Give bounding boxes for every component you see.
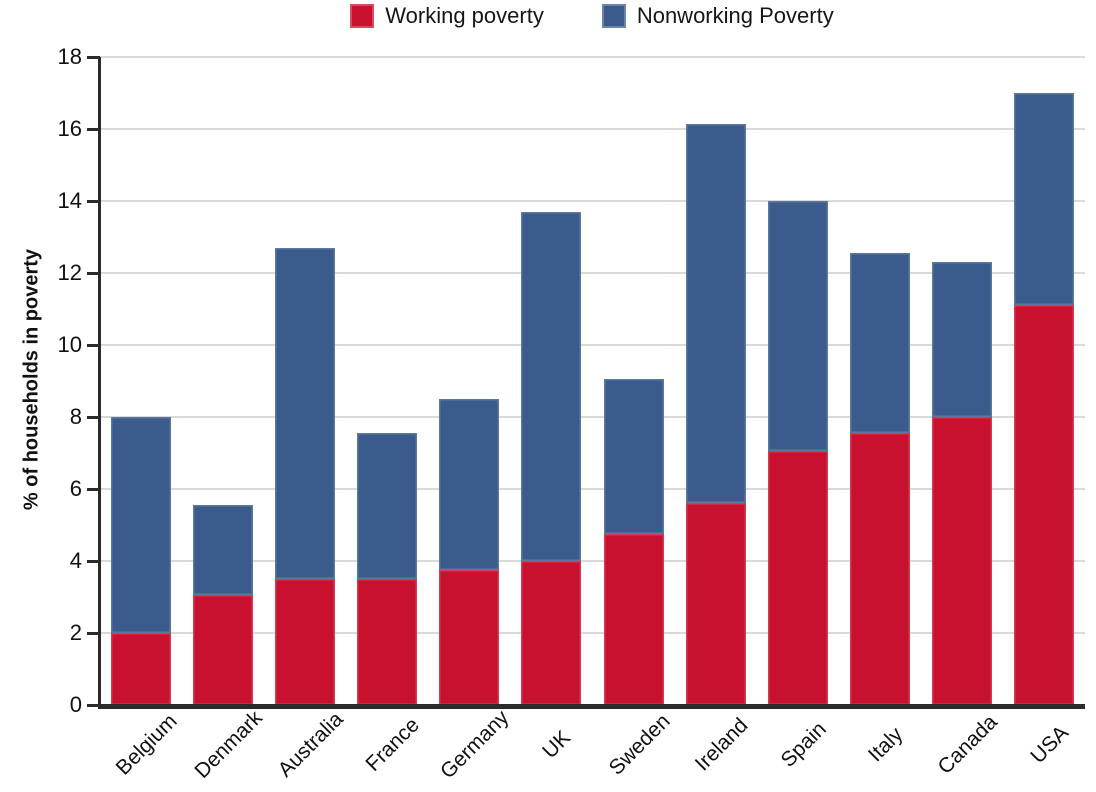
bar-working-sweden bbox=[603, 534, 664, 705]
bar-nonworking-sweden bbox=[603, 379, 664, 534]
gridline-y-4 bbox=[100, 560, 1085, 562]
gridline-y-12 bbox=[100, 272, 1085, 274]
bar-working-italy bbox=[849, 433, 910, 705]
gridline-y-6 bbox=[100, 488, 1085, 490]
x-tick-label-italy: Italy bbox=[863, 722, 908, 767]
x-axis-line bbox=[97, 704, 1085, 709]
x-tick-label-sweden: Sweden bbox=[604, 709, 675, 780]
x-tick-label-germany: Germany bbox=[436, 705, 514, 784]
x-tick-label-ireland: Ireland bbox=[690, 713, 753, 776]
bar-nonworking-belgium bbox=[111, 417, 172, 633]
y-tick-label-6: 6 bbox=[69, 476, 82, 501]
y-tick-18 bbox=[87, 55, 100, 59]
bar-nonworking-france bbox=[357, 433, 418, 579]
x-tick-label-denmark: Denmark bbox=[190, 706, 268, 783]
bar-nonworking-germany bbox=[439, 399, 500, 570]
bar-nonworking-uk bbox=[521, 211, 582, 561]
bar-nonworking-spain bbox=[767, 201, 828, 452]
bar-working-ireland bbox=[685, 503, 746, 705]
legend-item-nonworking-poverty: Nonworking Poverty bbox=[601, 2, 834, 30]
y-tick-4 bbox=[87, 559, 100, 563]
y-tick-16 bbox=[87, 127, 100, 131]
y-tick-label-18: 18 bbox=[57, 44, 82, 69]
y-tick-label-14: 14 bbox=[57, 188, 82, 213]
bar-working-denmark bbox=[193, 595, 254, 705]
bar-nonworking-ireland bbox=[685, 123, 746, 504]
y-tick-label-12: 12 bbox=[57, 260, 82, 285]
y-tick-0 bbox=[87, 703, 100, 707]
y-tick-2 bbox=[87, 631, 100, 635]
gridline-y-14 bbox=[100, 200, 1085, 202]
bar-working-uk bbox=[521, 561, 582, 705]
bar-working-australia bbox=[275, 579, 336, 705]
gridline-y-16 bbox=[100, 128, 1085, 130]
y-axis-line bbox=[97, 57, 101, 709]
bar-nonworking-italy bbox=[849, 253, 910, 434]
x-tick-label-usa: USA bbox=[1026, 721, 1074, 769]
x-tick-label-canada: Canada bbox=[933, 710, 1002, 779]
y-tick-label-8: 8 bbox=[69, 404, 82, 429]
y-tick-label-4: 4 bbox=[69, 548, 82, 573]
chart-legend: Working poverty Nonworking Poverty bbox=[44, 0, 1096, 30]
y-tick-6 bbox=[87, 487, 100, 491]
legend-item-working-poverty: Working poverty bbox=[350, 2, 544, 30]
bar-nonworking-australia bbox=[275, 247, 336, 579]
bar-nonworking-canada bbox=[931, 262, 992, 417]
bar-working-germany bbox=[439, 570, 500, 705]
y-tick-label-2: 2 bbox=[69, 620, 82, 645]
bar-working-belgium bbox=[111, 633, 172, 705]
gridline-y-10 bbox=[100, 344, 1085, 346]
bar-working-spain bbox=[767, 451, 828, 705]
gridline-y-2 bbox=[100, 632, 1085, 634]
nonworking-poverty-swatch-icon bbox=[601, 4, 626, 28]
x-tick-label-spain: Spain bbox=[776, 717, 831, 772]
y-tick-label-0: 0 bbox=[69, 692, 82, 717]
legend-label-working-poverty: Working poverty bbox=[385, 3, 544, 28]
y-tick-14 bbox=[87, 199, 100, 203]
bar-nonworking-usa bbox=[1013, 93, 1074, 306]
x-tick-label-belgium: Belgium bbox=[111, 709, 182, 780]
x-tick-label-uk: UK bbox=[538, 726, 576, 764]
bar-working-france bbox=[357, 579, 418, 705]
bar-working-canada bbox=[931, 417, 992, 705]
working-poverty-swatch-icon bbox=[350, 4, 375, 28]
gridline-y-8 bbox=[100, 416, 1085, 418]
bar-nonworking-denmark bbox=[193, 505, 254, 596]
y-tick-10 bbox=[87, 343, 100, 347]
y-tick-8 bbox=[87, 415, 100, 419]
x-tick-label-france: France bbox=[361, 713, 425, 776]
y-axis-title: % of households in poverty bbox=[20, 248, 43, 511]
legend-label-nonworking-poverty: Nonworking Poverty bbox=[636, 3, 834, 28]
y-tick-12 bbox=[87, 271, 100, 275]
bar-working-usa bbox=[1013, 305, 1074, 705]
y-tick-label-10: 10 bbox=[57, 332, 82, 357]
gridline-y-18 bbox=[100, 56, 1085, 58]
y-tick-label-16: 16 bbox=[57, 116, 82, 141]
x-tick-label-australia: Australia bbox=[273, 707, 348, 782]
